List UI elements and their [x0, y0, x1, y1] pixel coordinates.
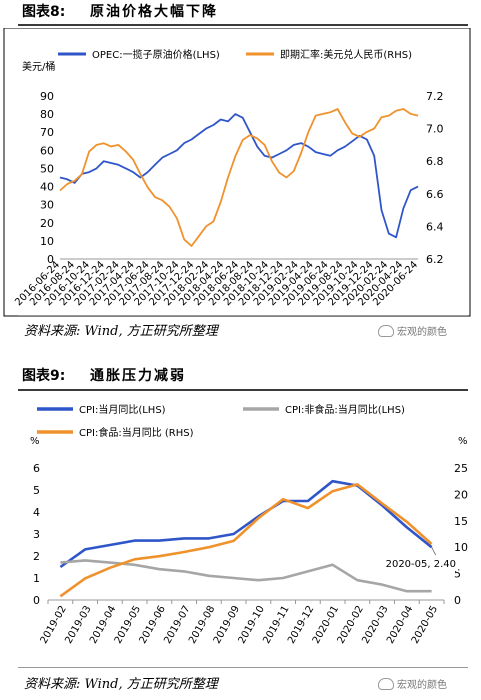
- right-tick-label: 5: [454, 568, 461, 581]
- legend-label: CPI:非食品:当月同比(LHS): [285, 403, 405, 416]
- right-tick-label: 0: [454, 594, 461, 607]
- left-tick-label: 0: [33, 594, 40, 607]
- fig8-title: 原油价格大幅下降: [90, 4, 218, 20]
- right-tick-label: 6.2: [426, 253, 444, 266]
- right-tick-label: 6.8: [426, 155, 444, 168]
- right-tick-label: 25: [454, 462, 468, 475]
- wechat-logo-icon: [378, 324, 394, 337]
- legend-label: CPI:食品:当月同比 (RHS): [79, 426, 194, 439]
- left-tick-label: 3: [33, 528, 40, 541]
- left-tick-label: 5: [33, 484, 40, 497]
- left-tick-label: 0: [47, 253, 54, 266]
- annotation-leader: [431, 547, 436, 556]
- fig9-watermark: 宏观的颜色: [378, 676, 447, 691]
- left-tick-label: 4: [33, 506, 40, 519]
- left-tick-label: 6: [33, 462, 40, 475]
- fig8-chart: 美元/桶 0 10 20 30 40 50 60 70 80 90 6.2 6.4 6.6 6.8 7.0 7.…: [3, 28, 471, 317]
- left-tick-label: 30: [40, 199, 54, 212]
- left-tick-label: 2: [33, 550, 40, 563]
- annotation-label: 2020-05, 2.40: [386, 559, 456, 570]
- fig9-title: 通胀压力减弱: [90, 368, 186, 384]
- annotation-background: [354, 555, 458, 571]
- right-tick-label: 7.2: [426, 90, 444, 103]
- legend-label: OPEC:一揽子原油价格(LHS): [92, 48, 220, 61]
- fig9-chart: % %012345605101520252019-022019-032019-04…: [30, 403, 468, 646]
- left-tick-label: 70: [40, 126, 54, 139]
- fig8-number: 图表8:: [22, 4, 66, 20]
- fig8-bottom-rule: [18, 315, 468, 316]
- series-line-1: [59, 108, 419, 247]
- left-tick-label: 20: [40, 217, 54, 230]
- left-tick-label: 10: [40, 235, 54, 248]
- fig8-header: 图表8: 原油价格大幅下降: [0, 0, 481, 22]
- left-axis-unit: %: [30, 436, 40, 447]
- right-tick-label: 7.0: [426, 123, 444, 136]
- right-tick-label: 15: [454, 515, 468, 528]
- fig8-source: 资料来源: Wind, 方正研究所整理: [24, 324, 218, 339]
- series-line-2: [59, 483, 433, 598]
- fig9-bottom-rule: [18, 667, 468, 668]
- chart-frame: [3, 28, 471, 317]
- left-tick-label: 50: [40, 162, 54, 175]
- wechat-logo-icon: [378, 677, 394, 690]
- legend-label: 即期汇率:美元兑人民币(RHS): [280, 48, 412, 61]
- legend-label: CPI:当月同比(LHS): [79, 403, 166, 416]
- fig9-watermark-text: 宏观的颜色: [397, 680, 447, 691]
- series-line-0: [59, 479, 433, 569]
- right-tick-label: 6.6: [426, 188, 444, 201]
- left-tick-label: 1: [33, 572, 40, 585]
- fig9-source: 资料来源: Wind, 方正研究所整理: [24, 677, 218, 692]
- right-tick-label: 20: [454, 488, 468, 501]
- fig9-number: 图表9:: [22, 368, 66, 384]
- left-tick-label: 40: [40, 181, 54, 194]
- left-tick-label: 80: [40, 108, 54, 121]
- fig8-top-rule: [18, 24, 468, 26]
- fig9-header: 图表9: 通胀压力减弱: [0, 364, 481, 386]
- fig8-watermark: 宏观的颜色: [378, 323, 447, 338]
- left-tick-label: 90: [40, 90, 54, 103]
- right-tick-label: 6.4: [426, 220, 444, 233]
- fig9-top-rule: [18, 389, 468, 391]
- right-axis-unit: %: [458, 436, 468, 447]
- fig8-watermark-text: 宏观的颜色: [397, 327, 447, 338]
- left-tick-label: 60: [40, 144, 54, 157]
- left-axis-unit: 美元/桶: [22, 60, 55, 73]
- right-tick-label: 10: [454, 541, 468, 554]
